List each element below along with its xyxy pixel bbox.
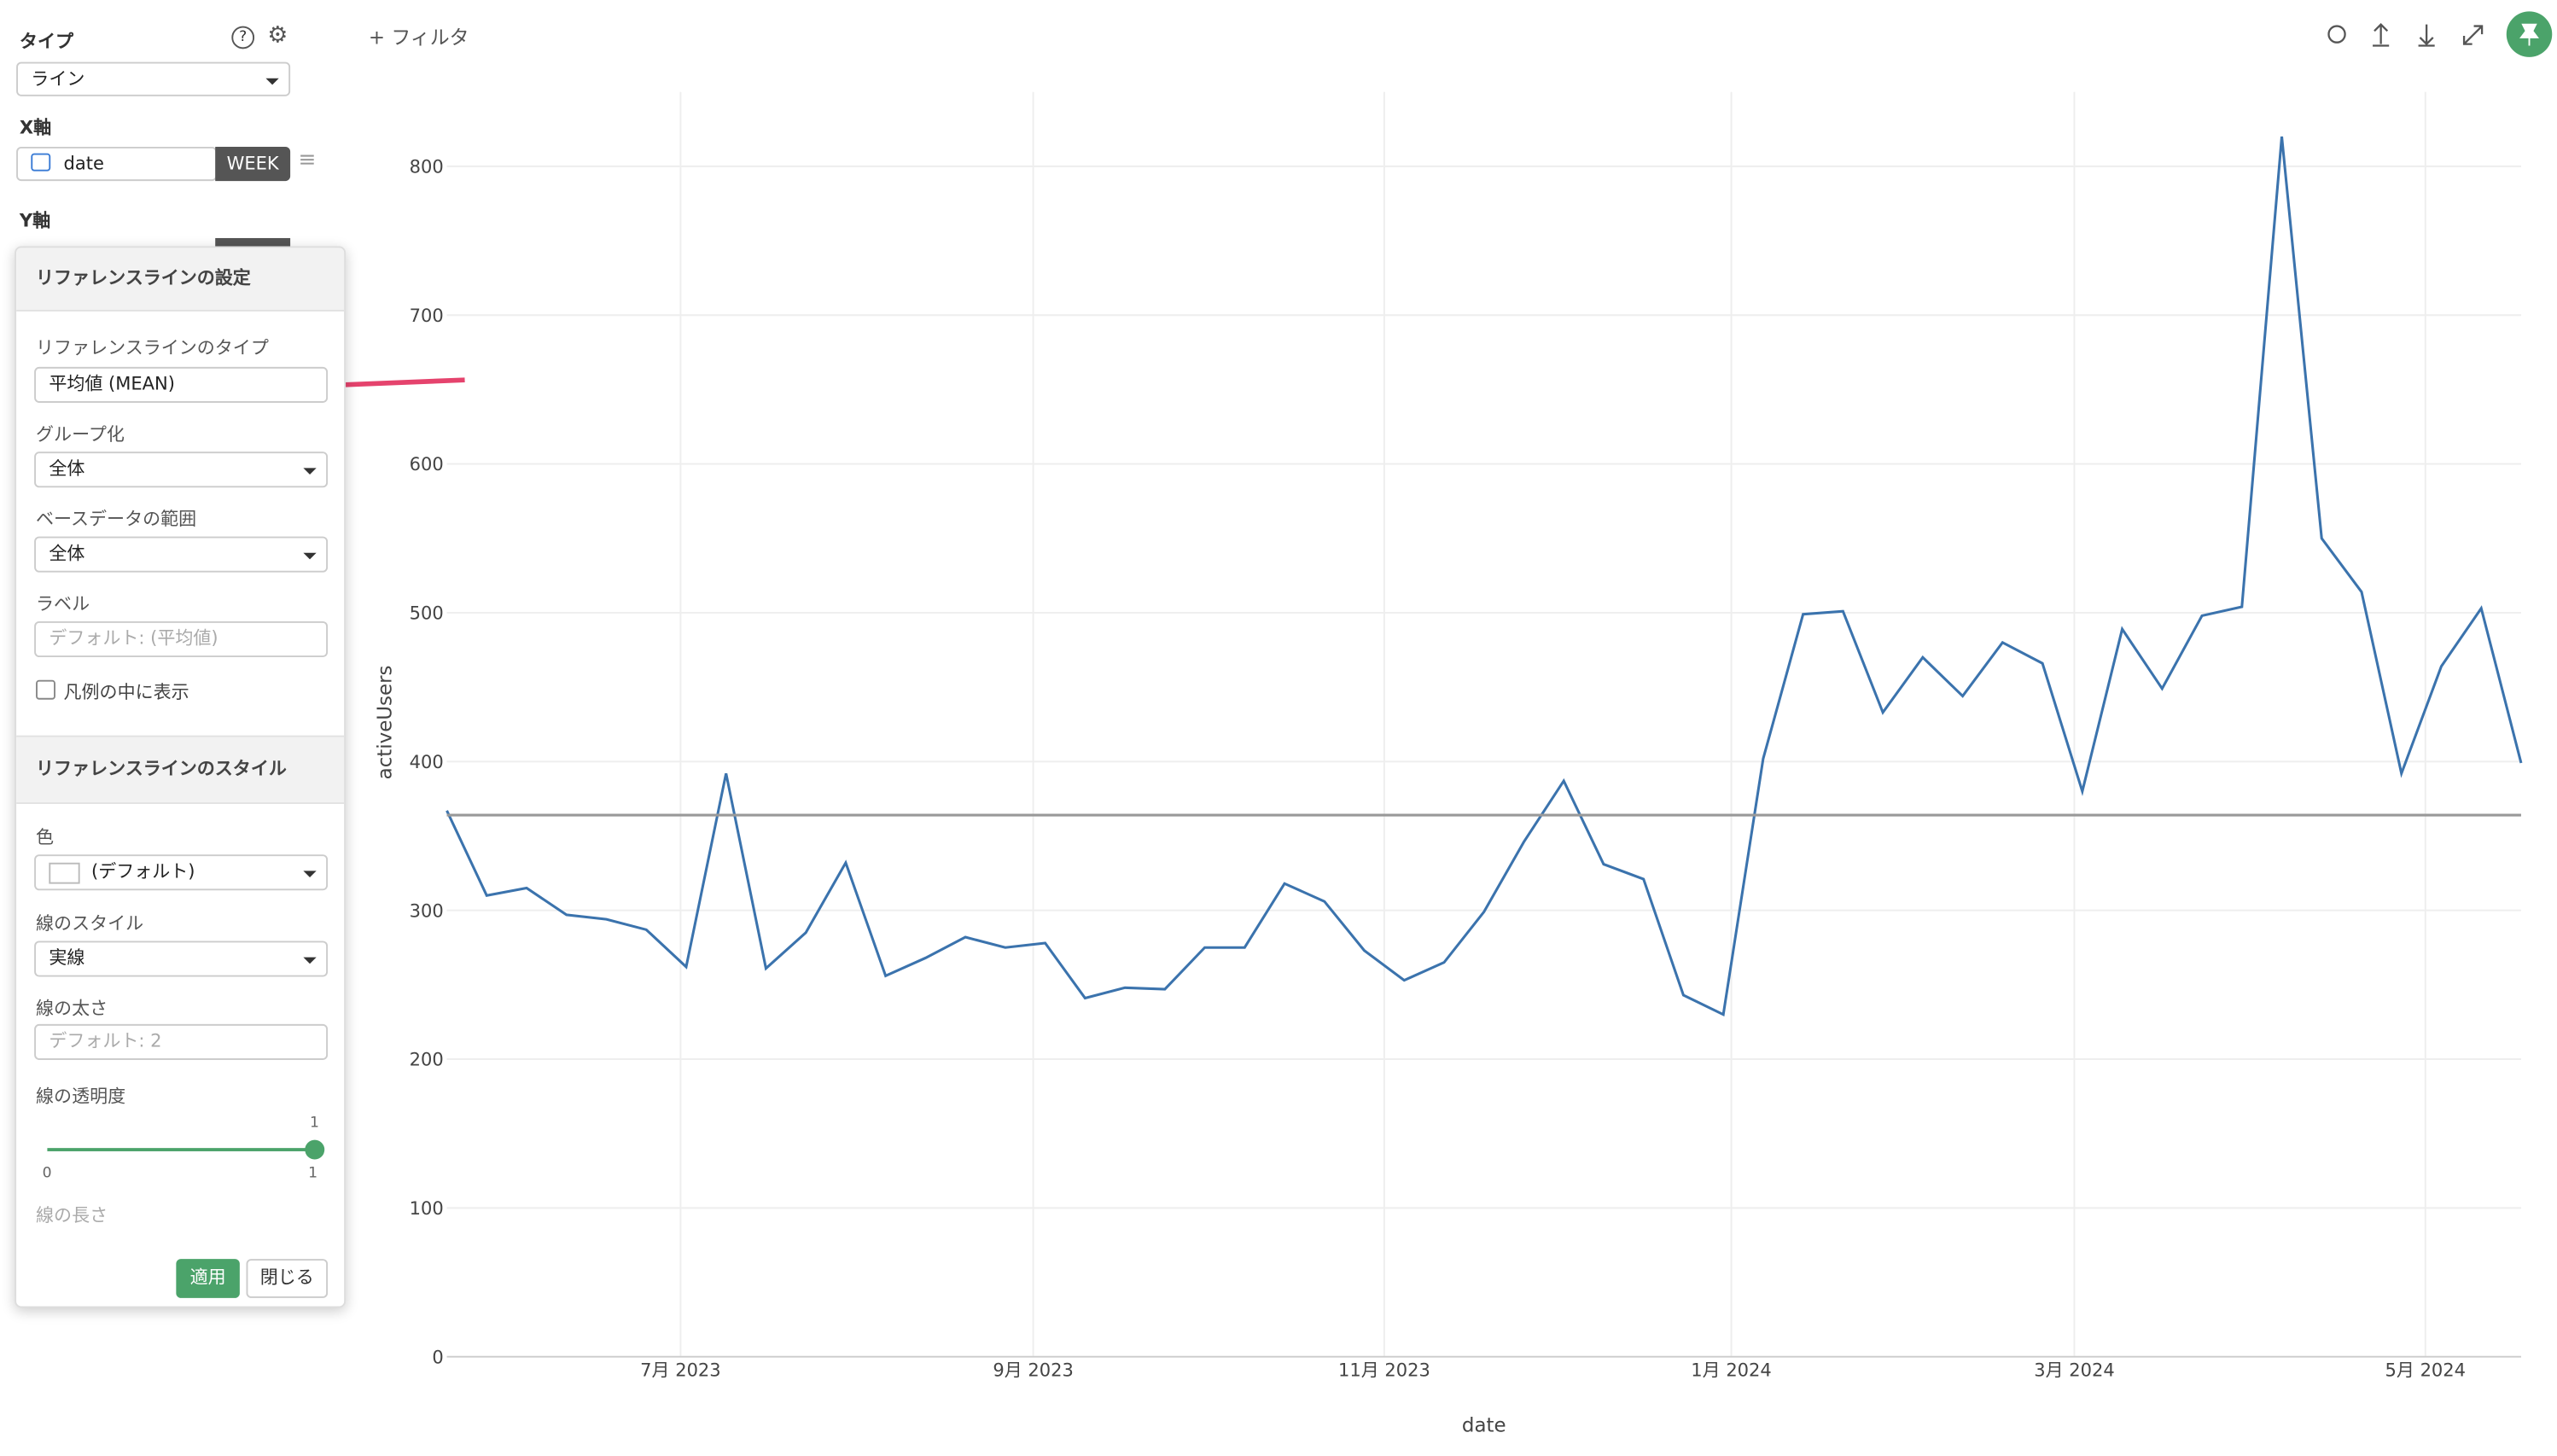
checkbox-label: 凡例の中に表示 [63,681,189,703]
slider-track [47,1148,315,1151]
menu-icon[interactable]: ≡ [298,148,317,173]
field-label: 線の太さ [36,998,108,1020]
slider-max: 1 [308,1166,318,1183]
y-tick-label: 0 [432,1346,443,1367]
comment-icon[interactable] [2327,25,2346,44]
ref-type-input[interactable]: 平均値 (MEAN) [34,366,329,403]
download-icon[interactable] [2418,24,2435,47]
y-tick-label: 700 [410,305,444,326]
slider-min: 0 [42,1166,52,1183]
field-label: リファレンスラインのタイプ [36,337,269,359]
type-select[interactable]: ライン [16,61,291,96]
x-tick-label: 9月 2023 [993,1360,1073,1381]
x-tick-label: 7月 2023 [640,1360,720,1381]
x-tick-label: 1月 2024 [1691,1360,1771,1381]
arrow [342,377,465,387]
toolbar [2327,23,2484,47]
type-label: タイプ [19,31,73,53]
apply-button[interactable]: 適用 [176,1259,240,1298]
y-tick-label: 600 [410,453,444,475]
pin-icon [2519,23,2539,46]
settings-icon[interactable]: ⚙ [267,22,288,50]
field-label: 線の透明度 [36,1086,126,1108]
x-tick-label: 3月 2024 [2034,1360,2114,1381]
y-tick-label: 200 [410,1049,444,1070]
filter-button[interactable]: + フィルタ [368,26,469,50]
popup-title: リファレンスラインの設定 [16,248,345,312]
group-select[interactable]: 全体 [34,451,329,488]
x-axis-title: date [1462,1415,1506,1437]
opacity-slider[interactable]: 1 0 1 [43,1115,325,1189]
x-tick-label: 5月 2024 [2385,1360,2466,1381]
y-axis-title: activeUsers [375,666,397,780]
upload-icon[interactable] [2373,23,2390,47]
line [446,136,2523,1016]
y-tick-label: 400 [410,751,444,772]
checkbox[interactable] [36,679,55,700]
section-title: リファレンスラインのスタイル [16,735,345,804]
x-tick-label: 11月 2023 [1338,1360,1430,1381]
calendar-icon [31,153,51,172]
color-select[interactable]: (デフォルト) [34,854,329,891]
y-axis-label: Y軸 [19,210,51,232]
y-tick-label: 300 [410,900,444,921]
x-axis-label: X軸 [19,117,52,139]
field-label: 線のスタイル [36,912,144,935]
field-label: ラベル [36,593,90,615]
y-button [215,237,291,248]
label-input[interactable]: デフォルト: (平均値) [34,620,329,658]
y-tick-label: 100 [410,1197,444,1219]
help-icon[interactable]: ? [231,26,255,50]
week-button[interactable]: WEEK [215,146,291,182]
color-swatch [49,862,80,884]
y-tick-label: 500 [410,603,444,624]
range-select[interactable]: 全体 [34,536,329,573]
slider-knob[interactable] [305,1139,325,1160]
linestyle-select[interactable]: 実線 [34,941,329,977]
close-button[interactable]: 閉じる [246,1259,329,1298]
field-label: 色 [36,826,55,848]
field-label: グループ化 [36,423,125,446]
slider-value: 1 [310,1115,319,1133]
ref-popup: リファレンスラインの設定 リファレンスラインのタイプ 平均値 (MEAN) グル… [15,246,347,1308]
y-tick-label: 800 [410,156,444,178]
width-input[interactable]: デフォルト: 2 [34,1023,329,1060]
field-label: 線の長さ [36,1205,108,1226]
field-label: ベースデータの範囲 [36,509,197,530]
expand-icon[interactable] [2462,25,2484,45]
